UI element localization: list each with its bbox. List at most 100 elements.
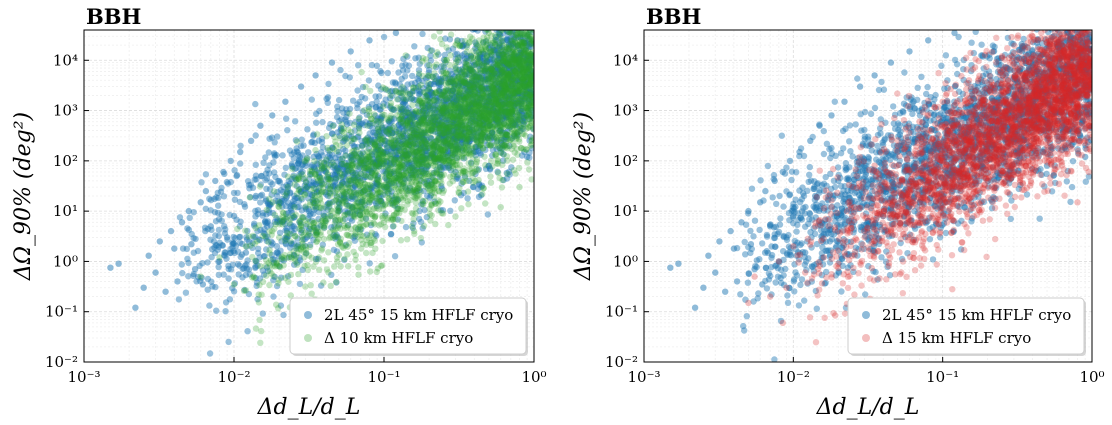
scatter-point — [419, 103, 427, 110]
scatter-point — [478, 183, 485, 191]
scatter-point — [509, 76, 516, 83]
scatter-point — [483, 141, 491, 149]
scatter-point — [402, 61, 409, 68]
scatter-point — [471, 8, 477, 14]
scatter-point — [426, 107, 434, 114]
scatter-point — [338, 182, 345, 189]
scatter-point — [239, 240, 246, 248]
scatter-point — [290, 155, 297, 162]
scatter-point — [355, 122, 363, 129]
scatter-point — [295, 203, 303, 210]
scatter-point — [525, 21, 531, 27]
scatter-point — [504, 21, 510, 27]
scatter-point — [493, 108, 500, 115]
scatter-point — [270, 159, 277, 166]
scatter-point — [284, 183, 291, 191]
scatter-point — [440, 129, 447, 136]
scatter-point — [502, 100, 510, 107]
scatter-point — [525, 59, 532, 67]
scatter-point — [311, 139, 318, 147]
scatter-point — [507, 83, 515, 90]
scatter-point — [355, 271, 362, 278]
scatter-point — [297, 257, 304, 264]
scatter-point — [294, 204, 301, 211]
scatter-point — [320, 279, 327, 286]
scatter-point — [475, 10, 481, 16]
scatter-point — [343, 106, 350, 113]
scatter-point — [266, 281, 273, 289]
scatter-point — [227, 246, 234, 253]
scatter-point — [332, 233, 339, 240]
scatter-point — [230, 212, 238, 220]
scatter-point — [472, 170, 479, 178]
scatter-point — [317, 182, 324, 189]
scatter-point — [512, 6, 518, 12]
scatter-point — [391, 79, 399, 86]
scatter-point — [323, 157, 330, 164]
scatter-point — [330, 246, 338, 254]
scatter-point — [484, 99, 492, 106]
scatter-point — [505, 82, 512, 89]
scatter-point — [464, 138, 471, 145]
scatter-point — [500, 176, 507, 184]
scatter-point — [316, 180, 323, 187]
scatter-point — [223, 255, 230, 262]
scatter-point — [283, 193, 291, 200]
scatter-point — [442, 59, 449, 66]
scatter-point — [502, 22, 508, 28]
scatter-point — [447, 207, 454, 214]
scatter-point — [272, 221, 279, 228]
scatter-point — [213, 194, 220, 201]
scatter-point — [314, 224, 321, 232]
scatter-point — [498, 184, 506, 191]
scatter-point — [443, 44, 450, 51]
scatter-point — [464, 195, 471, 202]
scatter-point — [483, 18, 489, 24]
scatter-point — [218, 211, 225, 218]
scatter-point — [525, 22, 531, 28]
scatter-point — [309, 138, 316, 145]
scatter-point — [362, 215, 370, 222]
scatter-point — [390, 136, 398, 144]
scatter-point — [188, 241, 195, 248]
scatter-point — [443, 124, 450, 132]
scatter-point — [517, 107, 524, 115]
scatter-point — [517, 46, 524, 54]
scatter-point — [462, 77, 469, 85]
scatter-point — [498, 106, 505, 114]
scatter-point — [426, 94, 434, 101]
scatter-point — [280, 262, 287, 269]
scatter-point — [362, 184, 370, 191]
scatter-point — [185, 259, 192, 267]
scatter-point — [503, 169, 510, 177]
scatter-point — [516, 34, 524, 41]
scatter-point — [297, 83, 305, 90]
scatter-point — [230, 288, 238, 295]
scatter-point — [239, 265, 246, 273]
scatter-point — [521, 39, 528, 47]
scatter-point — [497, 107, 505, 114]
scatter-point — [413, 135, 420, 143]
scatter-point — [525, 0, 531, 4]
scatter-point — [356, 114, 363, 121]
scatter-point — [443, 116, 450, 123]
scatter-point — [262, 197, 269, 205]
scatter-point — [283, 115, 290, 122]
scatter-point — [439, 136, 446, 144]
scatter-point — [221, 223, 228, 230]
scatter-point — [224, 180, 232, 187]
scatter-point — [402, 150, 409, 157]
scatter-point — [320, 205, 327, 212]
scatter-point — [323, 95, 330, 103]
scatter-point — [274, 188, 281, 196]
scatter-point — [464, 188, 472, 195]
scatter-point — [227, 266, 235, 273]
scatter-point — [288, 175, 295, 183]
scatter-point — [405, 150, 413, 158]
scatter-point — [339, 179, 347, 186]
scatter-point — [445, 221, 452, 229]
scatter-point — [527, 0, 533, 2]
scatter-point — [423, 138, 430, 145]
scatter-point — [350, 156, 357, 163]
scatter-point — [455, 124, 462, 131]
